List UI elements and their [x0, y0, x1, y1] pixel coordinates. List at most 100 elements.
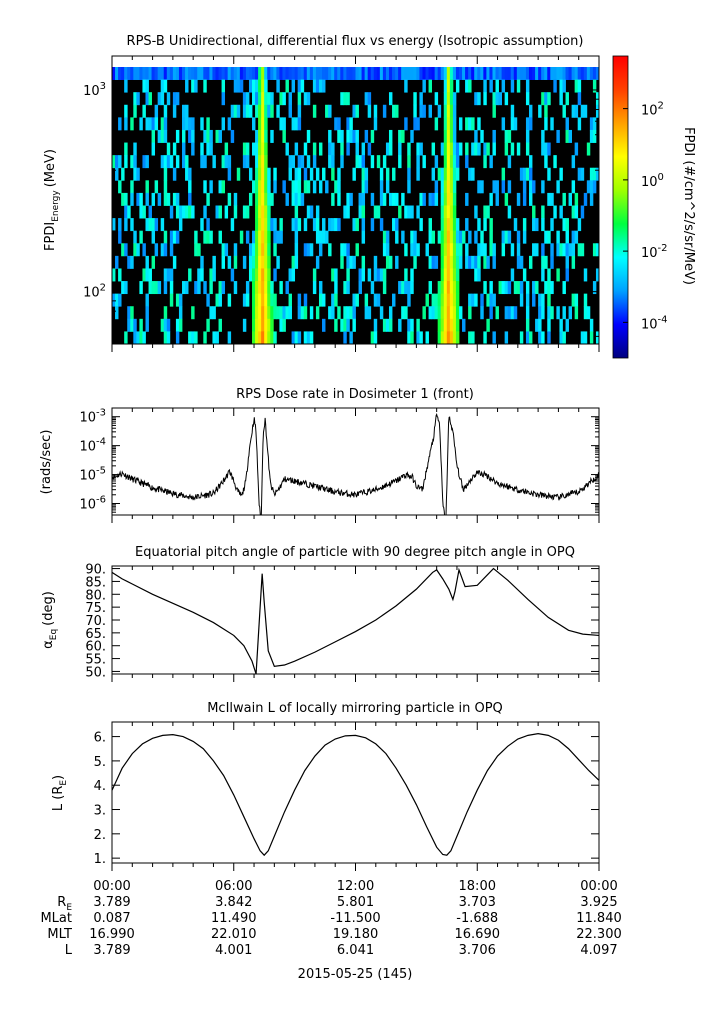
heatmap-cell — [379, 306, 384, 320]
heatmap-cell — [367, 104, 372, 118]
ephemeris-row-label: RE — [57, 895, 72, 913]
heatmap-cell — [434, 92, 439, 106]
heatmap-cell — [440, 205, 445, 219]
heatmap-cell — [449, 117, 454, 131]
colorbar-tick-label: 100 — [641, 172, 664, 190]
heatmap-cell — [115, 155, 119, 169]
heatmap-cell — [242, 92, 247, 106]
heatmap-cell — [440, 331, 445, 344]
heatmap-cell — [242, 205, 247, 219]
heatmap-cell — [294, 218, 299, 232]
heatmap-cell — [349, 306, 353, 320]
heatmap-cell — [419, 142, 423, 156]
heatmap-cell — [255, 79, 259, 93]
heatmap-cell — [188, 180, 192, 194]
heatmap-cell — [151, 142, 156, 156]
heatmap-cell — [392, 192, 396, 206]
heatmap-cell — [547, 281, 551, 295]
heatmap-cell — [449, 92, 454, 106]
heatmap-cell — [215, 205, 219, 219]
heatmap-cell — [209, 142, 213, 156]
heatmap-cell — [379, 192, 384, 206]
heatmap-cell — [440, 318, 445, 332]
heatmap-cell — [133, 92, 137, 106]
heatmap-cell — [255, 192, 259, 206]
heatmap-cell — [175, 293, 180, 307]
heatmap-cell — [574, 79, 579, 93]
heatmap-cell — [151, 281, 156, 295]
heatmap-cell — [343, 243, 347, 257]
heatmap-cell — [178, 306, 183, 320]
heatmap-cell — [124, 192, 128, 206]
heatmap-cell — [264, 92, 268, 106]
heatmap-cell — [303, 92, 308, 106]
heatmap-cell — [264, 167, 268, 181]
heatmap-cell — [449, 281, 454, 295]
heatmap-cell — [547, 318, 551, 332]
heatmap-cell — [495, 180, 499, 194]
heatmap-cell — [416, 243, 420, 257]
heatmap-cell — [428, 104, 432, 118]
heatmap-cell — [443, 142, 448, 156]
heatmap-cell — [288, 92, 292, 106]
dose-rate-x-ticks — [111, 408, 600, 523]
heatmap-cell — [425, 331, 429, 344]
heatmap-cell — [583, 306, 588, 320]
y-tick-label: 10-3 — [79, 408, 106, 426]
heatmap-cell — [474, 293, 478, 307]
heatmap-cell — [264, 142, 268, 156]
heatmap-cell — [309, 306, 314, 320]
heatmap-cell — [516, 281, 521, 295]
heatmap-cell — [282, 117, 286, 131]
heatmap-cell — [315, 167, 320, 181]
mcilwain-l-frame — [111, 721, 600, 864]
y-tick-label: 6. — [94, 731, 106, 746]
heatmap-cell — [443, 104, 448, 118]
heatmap-cell — [230, 218, 235, 232]
heatmap-cell — [373, 67, 378, 80]
heatmap-cell — [574, 192, 579, 206]
heatmap-cell — [507, 205, 512, 219]
ephemeris-value: 6.041 — [337, 943, 374, 958]
heatmap-cell — [401, 230, 405, 244]
heatmap-cell — [556, 129, 560, 143]
heatmap-cell — [440, 255, 445, 269]
ephemeris-value: 16.990 — [89, 927, 135, 942]
heatmap-cell — [462, 318, 466, 332]
heatmap-cell — [224, 67, 229, 80]
heatmap-cell — [492, 142, 496, 156]
heatmap-cell — [519, 281, 524, 295]
heatmap-cell — [331, 268, 335, 282]
colorbar-tick-label: 10-2 — [641, 243, 668, 261]
heatmap-cell — [416, 142, 420, 156]
heatmap-cell — [541, 92, 545, 106]
heatmap-cell — [480, 293, 484, 307]
heatmap-cell — [565, 129, 569, 143]
heatmap-cell — [443, 331, 448, 344]
heatmap-cell — [437, 306, 442, 320]
heatmap-cell — [258, 117, 262, 131]
heatmap-cell — [382, 155, 387, 169]
heatmap-cell — [449, 155, 454, 169]
heatmap-cell — [185, 281, 189, 295]
heatmap-cell — [282, 180, 286, 194]
heatmap-cell — [178, 218, 183, 232]
heatmap-cell — [434, 255, 439, 269]
heatmap-cell — [331, 155, 335, 169]
heatmap-cell — [124, 331, 128, 344]
heatmap-cell — [477, 218, 481, 232]
heatmap-cell — [160, 117, 165, 131]
heatmap-cell — [328, 243, 332, 257]
heatmap-cell — [224, 243, 229, 257]
heatmap-cell — [468, 67, 472, 80]
spectrogram-panel: RPS-B Unidirectional, differential flux … — [43, 34, 600, 352]
heatmap-cell — [440, 281, 445, 295]
heatmap-cell — [163, 104, 168, 118]
heatmap-cell — [136, 92, 140, 106]
heatmap-cell — [489, 67, 493, 80]
heatmap-cell — [218, 205, 222, 219]
heatmap-cell — [175, 67, 180, 80]
heatmap-cell — [565, 230, 569, 244]
heatmap-cell — [172, 92, 177, 106]
heatmap-cell — [203, 230, 207, 244]
